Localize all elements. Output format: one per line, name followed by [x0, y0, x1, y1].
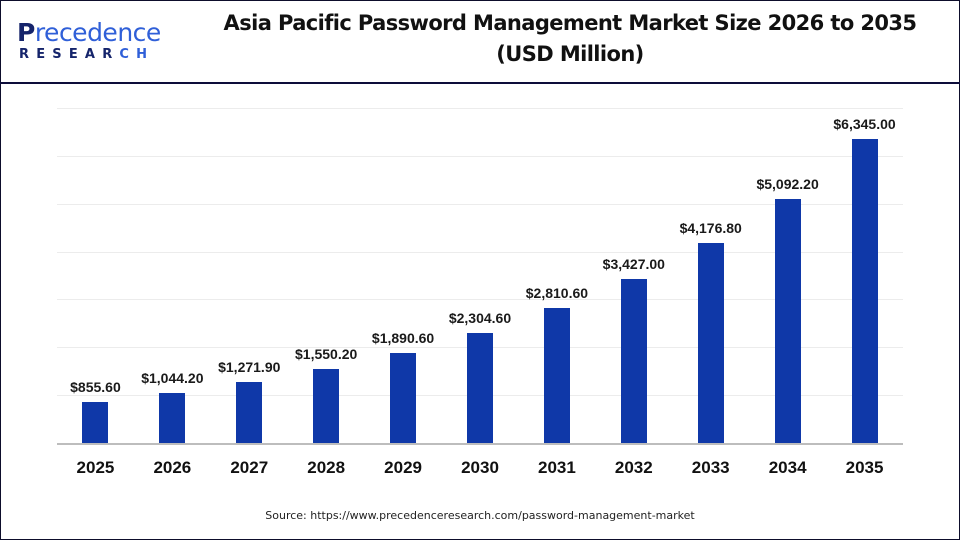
source-note: Source: https://www.precedenceresearch.c…: [265, 509, 695, 522]
bar-value-label: $855.60: [70, 379, 121, 396]
x-tick-label: 2027: [230, 458, 269, 477]
bar-2033: [697, 243, 724, 443]
x-axis-line: [57, 443, 903, 445]
logo-sub-main: RESEAR: [19, 47, 120, 62]
bar-2034: [774, 199, 801, 443]
gridline: [57, 203, 903, 205]
bar-value-label: $1,044.20: [141, 370, 204, 387]
x-tick-label: 2025: [76, 458, 115, 477]
bar-2025: [82, 402, 109, 443]
bar-value-label: $1,550.20: [295, 345, 358, 362]
bar-2029: [390, 352, 417, 443]
bar-value-label: $3,427.00: [602, 255, 665, 272]
bar-value-label: $2,304.60: [448, 309, 512, 326]
bar-2028: [313, 368, 340, 443]
logo-subtitle: RESEARCH: [19, 48, 154, 62]
bar-2035: [851, 139, 878, 443]
bar-value-label: $5,092.20: [756, 176, 819, 193]
logo-sub-tail: CH: [119, 47, 155, 62]
bar-value-label: $6,345.00: [833, 116, 896, 133]
x-tick-label: 2034: [768, 458, 807, 477]
logo-wordmark: Precedence: [17, 20, 161, 46]
gridline: [57, 108, 903, 109]
bar-2032: [620, 278, 647, 443]
chart-title-line2: (USD Million): [496, 42, 644, 66]
x-tick-label: 2029: [384, 458, 422, 477]
x-tick-label: 2031: [537, 458, 576, 477]
bar-value-label: $4,176.80: [679, 220, 742, 237]
bar-value-label: $2,810.60: [525, 285, 589, 302]
bar-2031: [543, 308, 570, 443]
chart-title: Asia Pacific Password Management Market …: [180, 8, 960, 70]
bar-2027: [236, 382, 263, 443]
x-tick-label: 2032: [614, 458, 653, 477]
bar-2030: [467, 332, 493, 443]
bar-value-label: $1,890.60: [371, 329, 435, 346]
gridline: [57, 251, 903, 253]
x-tick-label: 2033: [691, 458, 730, 477]
logo-letter-p: P: [17, 18, 35, 47]
x-tick-label: 2035: [845, 458, 884, 477]
x-tick-label: 2028: [307, 458, 346, 477]
gridline: [57, 299, 903, 301]
x-tick-label: 2030: [461, 458, 499, 477]
bar-value-label: $1,271.90: [218, 359, 281, 376]
x-tick-label: 2026: [153, 458, 192, 477]
bar-2026: [159, 393, 186, 443]
logo-word-rest: recedence: [34, 18, 161, 47]
gridline: [57, 155, 903, 157]
chart-header: Precedence RESEARCH Asia Pacific Passwor…: [0, 0, 960, 84]
chart-title-line1: Asia Pacific Password Management Market …: [223, 11, 917, 35]
precedence-research-logo: Precedence RESEARCH: [17, 20, 161, 64]
